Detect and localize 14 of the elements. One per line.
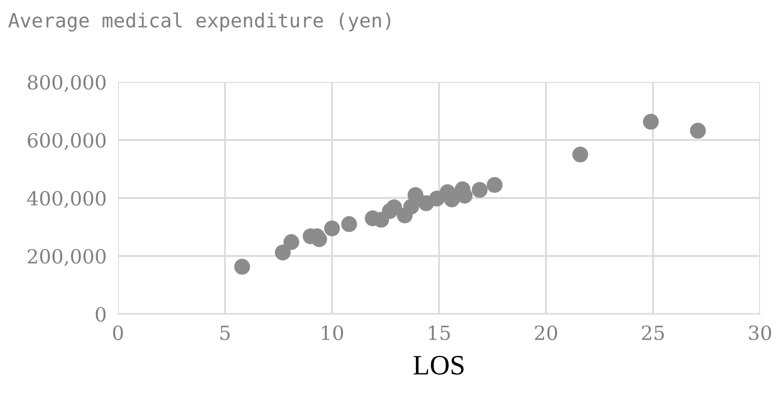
y-tick-label: 800,000 [28, 74, 106, 92]
x-axis-title: LOS [414, 356, 464, 375]
y-tick-label: 400,000 [27, 190, 106, 208]
x-tick-label: 20 [534, 325, 558, 340]
chart-title: Average medical expenditure (yen) [8, 12, 390, 32]
x-tick-label: 15 [429, 325, 450, 340]
y-tick-label: 200,000 [28, 248, 106, 266]
x-tick-label: 0 [113, 325, 123, 340]
y-tick-label: 600,000 [28, 132, 106, 150]
x-tick-label: 5 [220, 326, 230, 340]
x-tick-label: 25 [642, 325, 664, 340]
x-tick-label: 10 [322, 325, 344, 340]
y-tick-label: 0 [96, 306, 106, 322]
x-tick-label: 30 [749, 325, 772, 340]
